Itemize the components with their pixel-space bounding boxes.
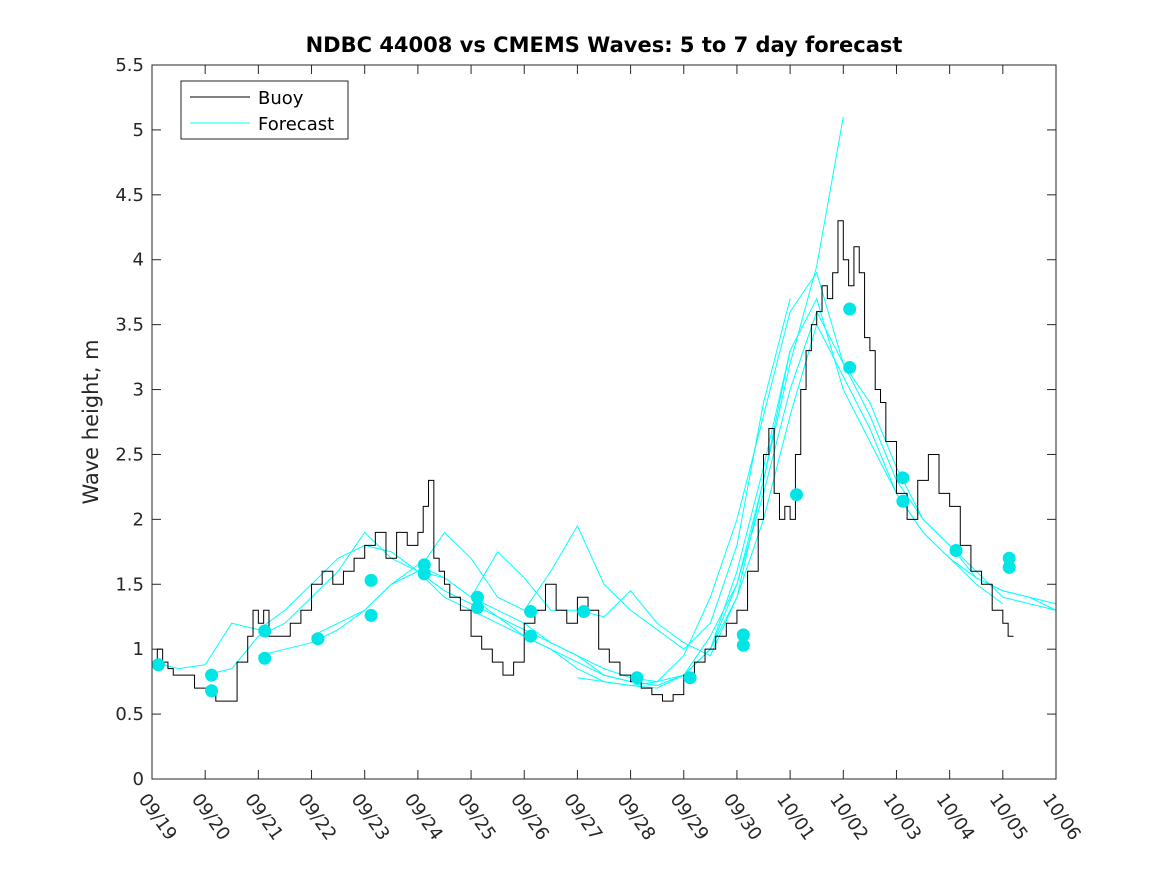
legend-forecast-label: Forecast (258, 114, 334, 135)
y-tick-label: 2 (133, 509, 144, 530)
y-axis-label: Wave height, m (79, 339, 103, 504)
forecast-marker (258, 624, 272, 638)
series-layer (151, 116, 1057, 702)
y-tick-label: 4.5 (115, 185, 144, 206)
legend-box (180, 80, 349, 140)
forecast-marker (683, 671, 697, 685)
forecast-marker (736, 628, 750, 642)
forecast-marker (258, 651, 272, 665)
forecast-marker (470, 590, 484, 604)
marker-layer (151, 302, 1016, 698)
buoy-series-line (152, 220, 1014, 702)
forecast-marker (843, 360, 857, 374)
y-tick-label: 0.5 (115, 704, 144, 725)
forecast-marker (1002, 551, 1016, 565)
y-tick-label: 3 (133, 380, 144, 401)
forecast-marker (417, 567, 431, 581)
plot-area (152, 65, 1056, 779)
y-tick-label: 0 (133, 769, 144, 790)
y-tick-label: 5.5 (115, 55, 144, 76)
forecast-marker (470, 601, 484, 615)
forecast-series-line (311, 323, 1004, 687)
forecast-marker (896, 471, 910, 485)
forecast-marker (949, 544, 963, 558)
forecast-marker (1002, 560, 1016, 574)
forecast-marker (151, 658, 165, 672)
legend: Buoy Forecast (180, 80, 349, 140)
forecast-marker (364, 573, 378, 587)
forecast-marker (524, 629, 538, 643)
y-tick-label: 5 (133, 120, 144, 141)
forecast-marker (311, 632, 325, 646)
forecast-marker (364, 608, 378, 622)
plot-frame (151, 64, 1057, 780)
forecast-marker (205, 668, 219, 682)
forecast-marker (630, 671, 644, 685)
chart-title: NDBC 44008 vs CMEMS Waves: 5 to 7 day fo… (306, 33, 903, 57)
y-tick-label: 1.5 (115, 574, 144, 595)
legend-buoy-label: Buoy (258, 88, 304, 109)
forecast-marker (843, 302, 857, 316)
forecast-marker (577, 605, 591, 619)
forecast-marker (524, 605, 538, 619)
forecast-series-line (470, 350, 791, 657)
y-axis: 0 0.5 1 1.5 2 2.5 3 3.5 4 4.5 5 5.5 (115, 55, 1056, 790)
forecast-marker (736, 638, 750, 652)
y-tick-label: 1 (133, 639, 144, 660)
y-tick-label: 4 (133, 250, 144, 271)
y-tick-label: 2.5 (115, 444, 144, 465)
forecast-marker (205, 684, 219, 698)
forecast-marker (789, 488, 803, 502)
forecast-series-line (417, 298, 791, 650)
y-tick-label: 3.5 (115, 315, 144, 336)
forecast-marker (896, 494, 910, 508)
forecast-marker (417, 558, 431, 572)
